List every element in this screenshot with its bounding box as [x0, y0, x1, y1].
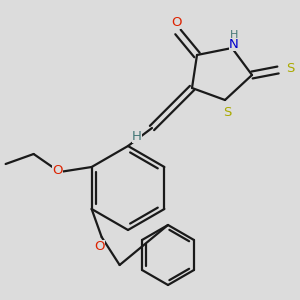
Text: S: S	[223, 106, 231, 118]
Text: H: H	[132, 130, 142, 142]
Text: O: O	[171, 16, 181, 28]
Text: O: O	[52, 164, 63, 178]
Text: S: S	[286, 62, 294, 76]
Text: O: O	[94, 239, 105, 253]
Text: H: H	[230, 30, 238, 40]
Text: N: N	[229, 38, 239, 50]
